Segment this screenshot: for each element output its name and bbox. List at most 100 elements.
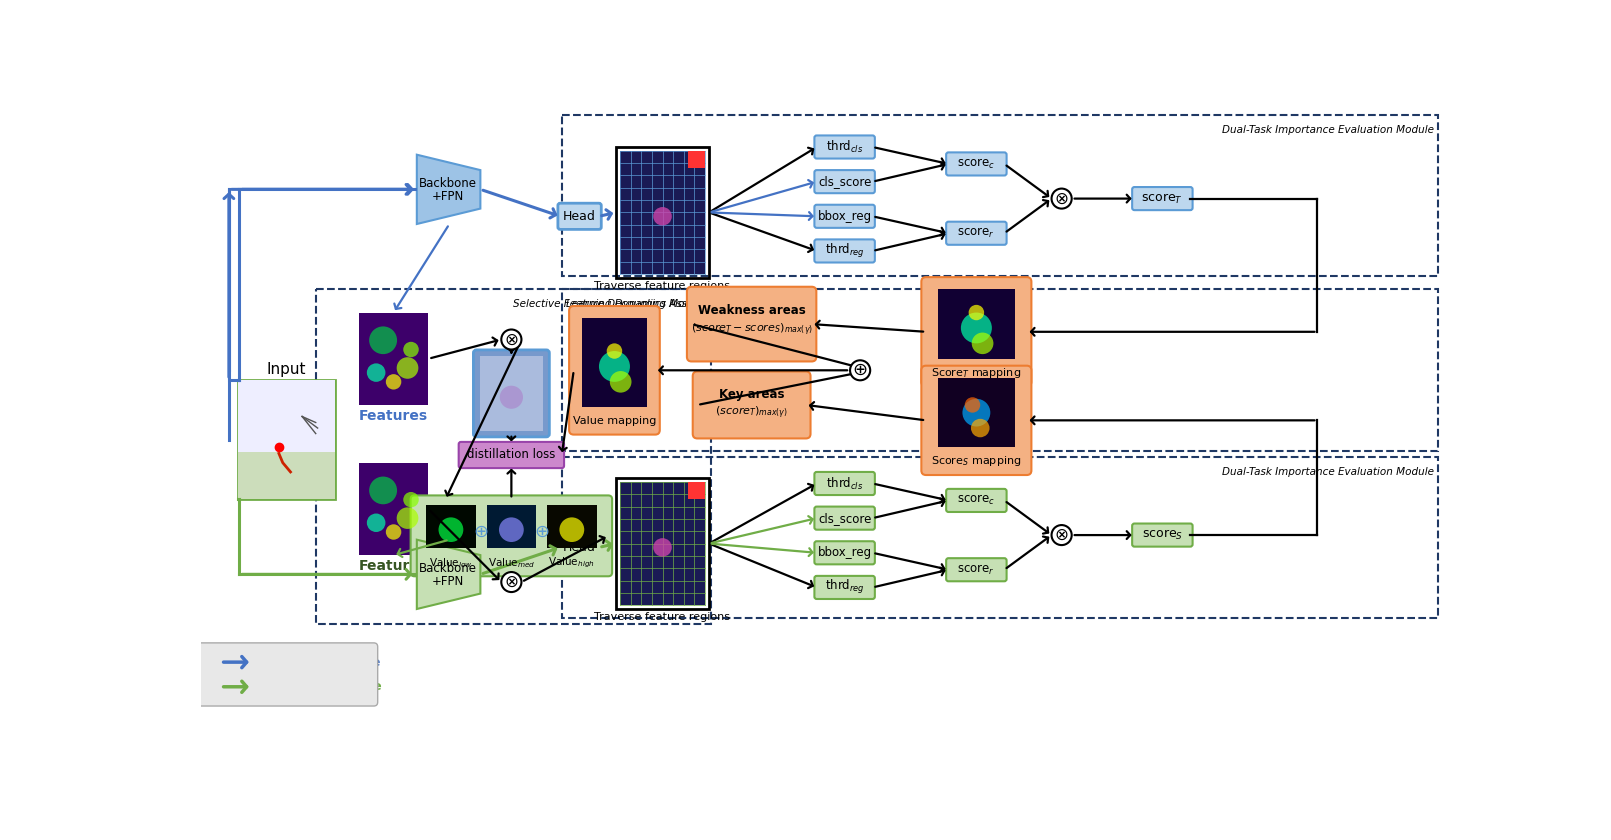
Circle shape bbox=[1052, 188, 1071, 208]
Text: ⊕: ⊕ bbox=[474, 523, 488, 541]
FancyBboxPatch shape bbox=[815, 205, 875, 228]
Bar bbox=[238, 380, 335, 452]
Text: Value mapping: Value mapping bbox=[574, 416, 656, 426]
FancyBboxPatch shape bbox=[815, 135, 875, 159]
FancyBboxPatch shape bbox=[238, 380, 335, 499]
Text: Learning Dynamics Assessment Module: Learning Dynamics Assessment Module bbox=[565, 300, 772, 309]
FancyBboxPatch shape bbox=[557, 203, 601, 229]
Circle shape bbox=[971, 333, 994, 354]
FancyBboxPatch shape bbox=[359, 312, 429, 405]
Text: ⊕: ⊕ bbox=[852, 361, 868, 380]
FancyBboxPatch shape bbox=[1133, 523, 1192, 547]
FancyBboxPatch shape bbox=[557, 534, 601, 560]
FancyBboxPatch shape bbox=[569, 306, 661, 434]
Text: Features: Features bbox=[359, 559, 429, 573]
Text: Teacher Pipeline: Teacher Pipeline bbox=[258, 656, 380, 669]
FancyBboxPatch shape bbox=[459, 442, 564, 468]
Text: cls_score: cls_score bbox=[818, 176, 872, 188]
Text: Traverse feature regions: Traverse feature regions bbox=[594, 612, 730, 622]
Circle shape bbox=[367, 513, 385, 532]
Circle shape bbox=[403, 342, 419, 357]
Text: Features: Features bbox=[359, 409, 429, 423]
Text: Head: Head bbox=[564, 541, 596, 554]
Text: Score$_T$ mapping: Score$_T$ mapping bbox=[931, 365, 1021, 380]
Polygon shape bbox=[417, 155, 480, 224]
Circle shape bbox=[369, 476, 396, 504]
FancyBboxPatch shape bbox=[946, 222, 1007, 244]
Circle shape bbox=[971, 419, 989, 438]
Circle shape bbox=[652, 538, 672, 557]
Text: Traverse feature regions: Traverse feature regions bbox=[594, 281, 730, 291]
Circle shape bbox=[499, 386, 524, 409]
Text: Value$_{med}$: Value$_{med}$ bbox=[488, 556, 535, 570]
Text: ⊕: ⊕ bbox=[533, 523, 549, 541]
Circle shape bbox=[652, 207, 672, 225]
Text: +FPN: +FPN bbox=[432, 575, 464, 588]
Circle shape bbox=[968, 305, 984, 320]
FancyBboxPatch shape bbox=[946, 489, 1007, 512]
Text: ⊗: ⊗ bbox=[504, 330, 519, 349]
Text: Weakness areas: Weakness areas bbox=[698, 304, 806, 317]
Circle shape bbox=[385, 524, 401, 539]
Text: $(score_T - score_S)_{max(\gamma)}$: $(score_T - score_S)_{max(\gamma)}$ bbox=[691, 322, 812, 339]
FancyBboxPatch shape bbox=[938, 378, 1015, 447]
Text: ⊗: ⊗ bbox=[1055, 190, 1068, 207]
Circle shape bbox=[396, 507, 419, 529]
Text: Input: Input bbox=[267, 362, 306, 376]
Circle shape bbox=[396, 357, 419, 379]
Text: ⊗: ⊗ bbox=[504, 573, 519, 591]
Text: score$_S$: score$_S$ bbox=[1142, 528, 1182, 542]
FancyBboxPatch shape bbox=[946, 558, 1007, 581]
Text: score$_T$: score$_T$ bbox=[1142, 192, 1184, 206]
Circle shape bbox=[501, 572, 522, 592]
FancyBboxPatch shape bbox=[815, 472, 875, 495]
Circle shape bbox=[369, 327, 396, 354]
Text: ⊗: ⊗ bbox=[1055, 526, 1068, 544]
Text: thrd$_{reg}$: thrd$_{reg}$ bbox=[825, 579, 865, 596]
Circle shape bbox=[403, 492, 419, 507]
FancyBboxPatch shape bbox=[815, 576, 875, 599]
Bar bbox=[238, 452, 335, 499]
Text: thrd$_{reg}$: thrd$_{reg}$ bbox=[825, 242, 865, 260]
Text: $(score_T)_{max(\gamma)}$: $(score_T)_{max(\gamma)}$ bbox=[715, 404, 788, 421]
FancyBboxPatch shape bbox=[480, 356, 543, 431]
Bar bbox=[427, 506, 475, 548]
FancyBboxPatch shape bbox=[693, 371, 810, 438]
Circle shape bbox=[960, 312, 992, 344]
Text: Student Pipeline: Student Pipeline bbox=[258, 680, 382, 693]
Circle shape bbox=[367, 364, 385, 382]
FancyBboxPatch shape bbox=[620, 482, 706, 605]
Text: score$_c$: score$_c$ bbox=[957, 493, 996, 507]
Text: Dual-Task Importance Evaluation Module: Dual-Task Importance Evaluation Module bbox=[1221, 466, 1434, 476]
FancyBboxPatch shape bbox=[921, 277, 1031, 386]
Text: Value$_{high}$: Value$_{high}$ bbox=[548, 556, 594, 570]
Bar bbox=[688, 482, 706, 499]
FancyBboxPatch shape bbox=[411, 496, 612, 576]
Circle shape bbox=[385, 374, 401, 390]
Text: score$_r$: score$_r$ bbox=[957, 563, 996, 577]
Bar bbox=[487, 506, 536, 548]
Circle shape bbox=[1052, 525, 1071, 545]
Text: Score$_S$ mapping: Score$_S$ mapping bbox=[931, 454, 1021, 468]
Text: +FPN: +FPN bbox=[432, 190, 464, 202]
Text: score$_c$: score$_c$ bbox=[957, 157, 996, 171]
Circle shape bbox=[501, 329, 522, 349]
FancyBboxPatch shape bbox=[474, 350, 549, 437]
FancyBboxPatch shape bbox=[946, 152, 1007, 176]
Text: distillation loss: distillation loss bbox=[467, 449, 556, 461]
FancyBboxPatch shape bbox=[686, 286, 817, 361]
Circle shape bbox=[962, 399, 991, 427]
FancyBboxPatch shape bbox=[921, 365, 1031, 475]
Bar bbox=[548, 506, 596, 548]
FancyBboxPatch shape bbox=[582, 318, 648, 407]
Text: thrd$_{cls}$: thrd$_{cls}$ bbox=[826, 475, 863, 491]
Text: Dual-Task Importance Evaluation Module: Dual-Task Importance Evaluation Module bbox=[1221, 124, 1434, 134]
Text: Selective Feature Decoupling Module: Selective Feature Decoupling Module bbox=[514, 300, 707, 309]
Circle shape bbox=[499, 517, 524, 542]
Text: cls_score: cls_score bbox=[818, 512, 872, 525]
FancyBboxPatch shape bbox=[815, 170, 875, 193]
Circle shape bbox=[559, 517, 585, 542]
FancyBboxPatch shape bbox=[815, 239, 875, 262]
FancyBboxPatch shape bbox=[359, 463, 429, 555]
Text: Key areas: Key areas bbox=[719, 388, 785, 402]
